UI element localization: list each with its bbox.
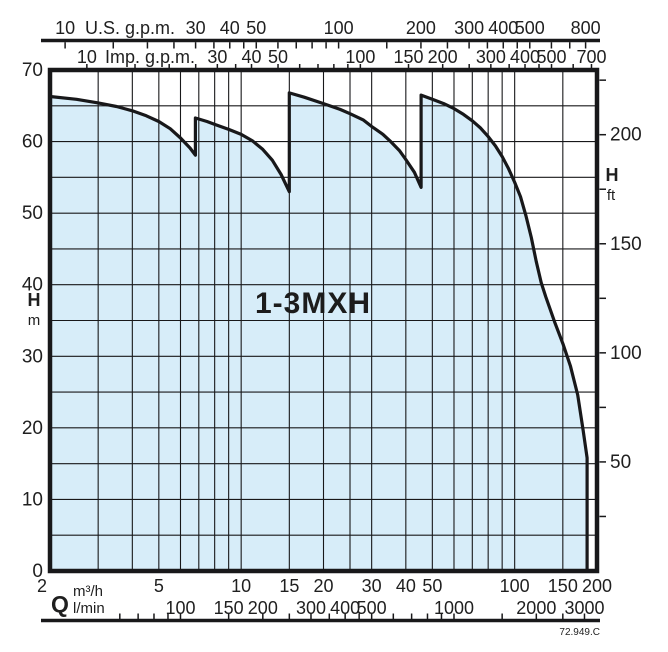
imp-gpm-tick-label: 50 [268, 47, 288, 67]
pump-series-label: 1-3MXH [255, 287, 371, 320]
imp-gpm-tick-label: 40 [242, 47, 262, 67]
lmin-tick-label: 200 [248, 598, 278, 618]
flow-axis-title: Q [51, 591, 69, 617]
imp-gpm-tick-label: 10 [77, 47, 97, 67]
head-ft-tick-label: 50 [610, 452, 631, 473]
lmin-tick-label: 1000 [434, 598, 474, 618]
us-gpm-tick-label: 10 [55, 18, 75, 38]
gridlines [50, 70, 597, 571]
lmin-tick-label: 150 [214, 598, 244, 618]
imp-gpm-tick-label: 150 [393, 47, 423, 67]
flow-m3h-tick-label: 2 [37, 576, 47, 596]
us-gpm-tick-label: 100 [324, 18, 354, 38]
flow-m3h-tick-label: 40 [396, 576, 416, 596]
head-m-tick-label: 50 [22, 203, 43, 224]
imp-gpm-tick-label: 500 [537, 47, 567, 67]
head-ft-tick-label: 100 [610, 343, 642, 364]
lmin-tick-label: 100 [165, 598, 195, 618]
flow-axis-m3h: 2 5 10 15 20 30 40 50 100 150 200 [37, 576, 612, 596]
head-axis-unit-m: m [28, 312, 41, 329]
flow-m3h-tick-label: 100 [500, 576, 530, 596]
us-gpm-tick-label: 300 [454, 18, 484, 38]
flow-m3h-tick-label: 30 [362, 576, 382, 596]
head-m-tick-label: 30 [22, 346, 43, 367]
us-gpm-tick-label: 800 [571, 18, 601, 38]
flow-m3h-tick-label: 20 [313, 576, 333, 596]
head-m-tick-label: 10 [22, 489, 43, 510]
imp-gpm-tick-label: 200 [428, 47, 458, 67]
lmin-tick-label: 3000 [564, 598, 604, 618]
imp-gpm-tick-label: 700 [576, 47, 606, 67]
flow-m3h-tick-label: 150 [548, 576, 578, 596]
imp-gpm-tick-label: 400 [510, 47, 540, 67]
head-ft-tick-label: 150 [610, 234, 642, 255]
us-gpm-axis-title: U.S. g.p.m. [85, 18, 175, 38]
head-m-tick-label: 70 [22, 60, 43, 81]
head-m-tick-label: 20 [22, 418, 43, 439]
head-axis-m: 0 10 20 30 40 50 60 70 [22, 60, 43, 582]
us-gpm-tick-label: 30 [186, 18, 206, 38]
us-gpm-tick-label: 400 [488, 18, 518, 38]
flow-m3h-tick-label: 50 [422, 576, 442, 596]
imp-gpm-tick-label: 300 [476, 47, 506, 67]
us-gpm-tick-label: 200 [406, 18, 436, 38]
us-gpm-tick-label: 50 [246, 18, 266, 38]
plot-border [47, 67, 600, 574]
head-m-tick-label: 60 [22, 132, 43, 153]
flow-m3h-tick-label: 5 [154, 576, 164, 596]
head-m-tick-label: 0 [32, 561, 43, 582]
flow-m3h-tick-label: 10 [231, 576, 251, 596]
head-axis-title-right: H [606, 165, 619, 185]
head-axis-unit-ft: ft [607, 187, 616, 204]
imp-gpm-tick-label: 100 [345, 47, 375, 67]
coverage-envelope-curve [49, 91, 589, 571]
flow-m3h-tick-label: 200 [582, 576, 612, 596]
us-gpm-tick-label: 40 [220, 18, 240, 38]
flow-axis-unit-lmin: l/min [73, 600, 105, 617]
head-axis-ft: 50 100 150 200 [599, 79, 642, 518]
drawing-code: 72.949.C [559, 627, 600, 638]
us-gpm-tick-label: 500 [515, 18, 545, 38]
flow-axis-unit-m3h: m³/h [73, 583, 103, 600]
lmin-tick-label: 2000 [516, 598, 556, 618]
imp-gpm-axis-title: Imp. g.p.m. [105, 47, 195, 67]
head-axis-title-left: H [28, 290, 41, 310]
flow-m3h-tick-label: 15 [279, 576, 299, 596]
lmin-tick-label: 400 [330, 598, 360, 618]
head-m-tick-label: 40 [22, 275, 43, 296]
head-ft-tick-label: 200 [610, 125, 642, 146]
lmin-tick-label: 500 [357, 598, 387, 618]
lmin-tick-label: 300 [296, 598, 326, 618]
imp-gpm-tick-label: 30 [207, 47, 227, 67]
coverage-area-fill [50, 92, 588, 572]
